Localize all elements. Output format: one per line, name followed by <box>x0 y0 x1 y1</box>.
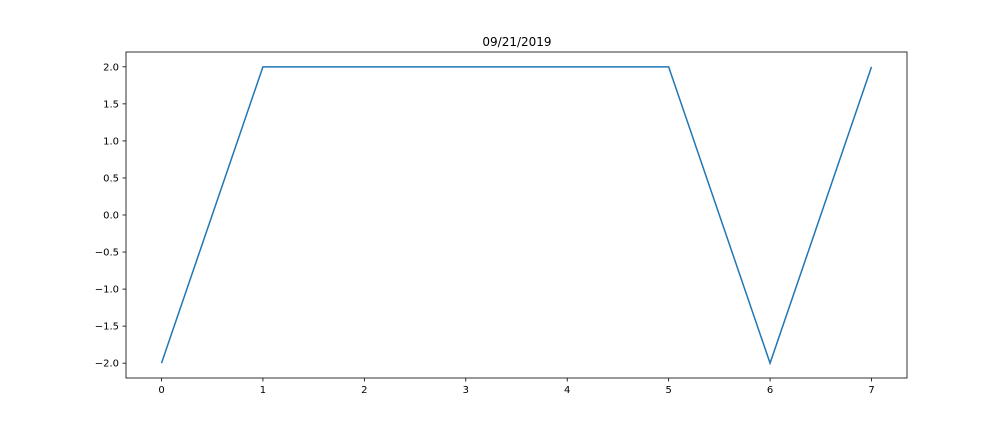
data-point-4 <box>565 65 569 69</box>
data-point-0 <box>160 361 164 365</box>
data-point-1 <box>261 65 265 69</box>
y-tick-label: −0.5 <box>95 248 119 259</box>
data-point-2 <box>362 65 366 69</box>
x-tick-label: 7 <box>868 385 874 396</box>
data-point-6 <box>768 361 772 365</box>
x-tick-label: 2 <box>361 385 367 396</box>
y-tick-label: −1.0 <box>95 285 119 296</box>
x-tick-label: 0 <box>158 385 164 396</box>
x-tick-label: 3 <box>463 385 469 396</box>
chart-title: 09/21/2019 <box>482 35 551 49</box>
x-tick-label: 4 <box>564 385 570 396</box>
series-line-0 <box>160 66 873 366</box>
y-tick-label: 0.0 <box>103 211 119 222</box>
y-tick-label: −1.5 <box>95 322 119 333</box>
data-point-3 <box>464 65 468 69</box>
x-tick-label: 6 <box>767 385 773 396</box>
data-point-7 <box>870 65 874 69</box>
plot-area: 0 1 2 3 4 5 6 7 2.0 1.5 1.0 0.5 0.0 −0.5 −1.0 −1.5 −2.0 <box>95 51 908 396</box>
y-tick-label: 1.5 <box>103 99 119 110</box>
y-tick-label: −2.0 <box>95 359 119 370</box>
y-tick-label: 2.0 <box>103 62 119 73</box>
data-point-5 <box>667 65 671 69</box>
y-tick-label: 1.0 <box>103 136 119 147</box>
y-tick-label: 0.5 <box>103 173 119 184</box>
x-tick-label: 5 <box>665 385 671 396</box>
x-tick-label: 1 <box>260 385 266 396</box>
